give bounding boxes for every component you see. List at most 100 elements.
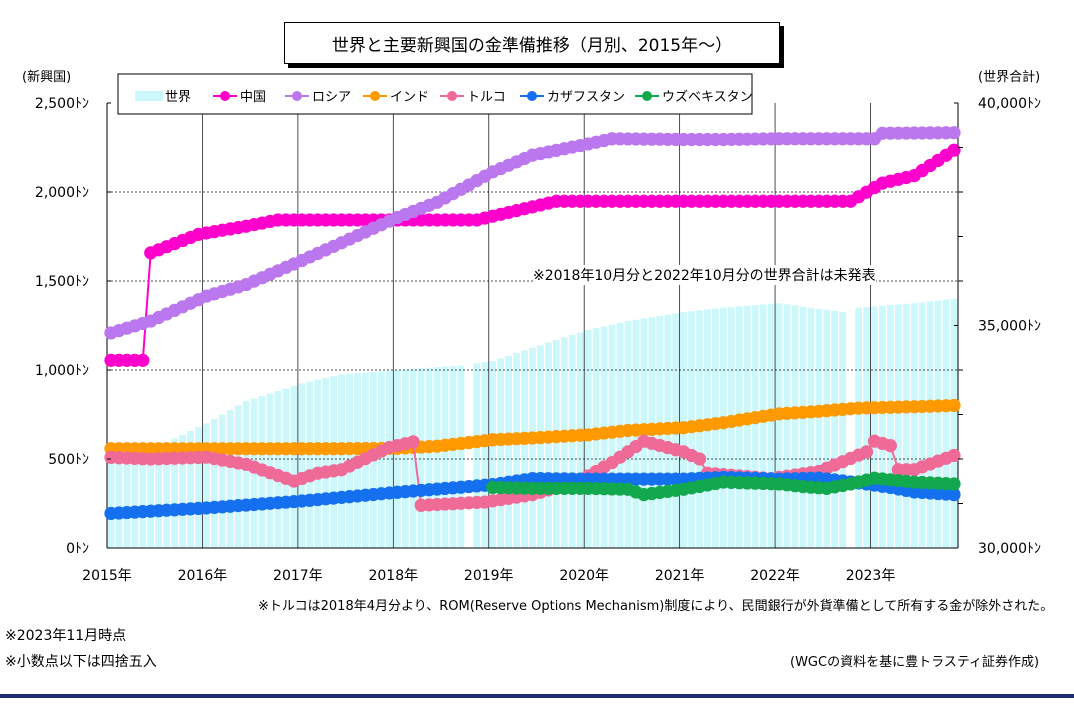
- world-bar: [171, 438, 178, 548]
- legend-box: [117, 73, 753, 115]
- right-tick-label: 40,000ﾄﾝ: [978, 96, 1041, 112]
- legend-swatch-dot: [642, 91, 652, 101]
- world-bar: [457, 365, 465, 548]
- world-bar: [887, 305, 894, 548]
- legend-label: カザフスタン: [547, 90, 625, 105]
- legend-label: トルコ: [467, 90, 506, 105]
- world-bar: [385, 370, 393, 548]
- world-bar: [823, 309, 831, 548]
- world-bar: [489, 361, 497, 548]
- world-bar: [425, 367, 433, 548]
- x-tick-label: 2022年: [750, 568, 800, 584]
- x-tick-label: 2017年: [273, 568, 323, 584]
- right-axis-label: (世界合計): [978, 70, 1041, 85]
- world-bar: [910, 303, 918, 548]
- missing-data-note: ※2018年10月分と2022年10月分の世界合計は未発表: [533, 265, 876, 285]
- world-bar: [759, 304, 767, 548]
- world-bar: [306, 381, 314, 548]
- source-note: (WGCの資料を基に豊トラスティ証券作成): [790, 655, 1040, 670]
- world-bar: [926, 301, 934, 548]
- left-tick-label: 0ﾄﾝ: [66, 541, 89, 557]
- world-bar: [831, 311, 839, 548]
- series-point: [947, 143, 961, 157]
- world-bar: [751, 305, 759, 548]
- world-bar: [521, 350, 528, 548]
- world-bar: [449, 366, 457, 548]
- world-bar: [155, 446, 163, 548]
- world-bar: [918, 302, 926, 548]
- world-bar: [839, 312, 847, 548]
- left-axis-label: (新興国): [22, 70, 72, 85]
- world-bar: [473, 363, 481, 548]
- series-point: [947, 126, 961, 140]
- series-point: [947, 398, 961, 413]
- world-bar: [942, 299, 950, 548]
- world-bar: [322, 378, 330, 548]
- world-bar: [218, 414, 226, 548]
- world-bar: [879, 305, 886, 548]
- series-point: [947, 448, 961, 463]
- world-bar: [855, 307, 862, 548]
- series-point: [136, 353, 150, 367]
- turkey-note: ※トルコは2018年4月分より、ROM(Reserve Options Mech…: [258, 599, 1054, 614]
- series-point: [947, 477, 961, 491]
- world-bar: [775, 303, 783, 548]
- legend-swatch-dot: [370, 91, 380, 101]
- axis-ticks: 0ﾄﾝ 500ﾄﾝ 1,000ﾄﾝ 1,500ﾄﾝ 2,000ﾄﾝ 2,500ﾄﾝ 30,0…: [35, 96, 1041, 584]
- left-tick-label: 1,000ﾄﾝ: [35, 363, 89, 379]
- x-tick-label: 2018年: [368, 568, 418, 584]
- right-tick-label: 30,000ﾄﾝ: [978, 541, 1041, 557]
- left-tick-label: 1,500ﾄﾝ: [35, 274, 89, 290]
- rounding-note: ※小数点以下は四捨五入: [5, 654, 157, 670]
- legend-swatch-world: [135, 91, 163, 101]
- world-bar: [863, 307, 870, 548]
- world-bar: [123, 458, 131, 548]
- world-bar: [950, 298, 958, 548]
- legend-swatch-dot: [220, 91, 230, 101]
- world-bar: [107, 463, 115, 548]
- world-bar: [767, 303, 775, 548]
- world-bar: [282, 388, 290, 548]
- world-bar: [513, 353, 520, 548]
- legend-swatch-dot: [527, 91, 537, 101]
- series-point: [883, 439, 897, 453]
- world-bar: [234, 405, 242, 548]
- world-bar: [552, 340, 560, 548]
- world-bar: [529, 347, 536, 548]
- world-bar: [163, 442, 171, 548]
- legend-label: ロシア: [312, 90, 351, 105]
- world-bar: [735, 306, 743, 548]
- world-bar: [799, 306, 807, 548]
- legend-label: インド: [390, 90, 429, 105]
- right-tick-label: 35,000ﾄﾝ: [978, 319, 1041, 335]
- world-bar: [497, 358, 505, 548]
- legend-label: 中国: [240, 90, 266, 105]
- world-bar: [330, 376, 338, 548]
- series-ウズベキスタン: [486, 471, 961, 502]
- world-bar: [179, 434, 186, 548]
- series-lines: [104, 126, 961, 521]
- series-ロシア: [104, 126, 961, 340]
- chart-title: 世界と主要新興国の金準備推移（月別、2015年～）: [284, 22, 780, 64]
- left-tick-label: 2,500ﾄﾝ: [35, 96, 89, 112]
- as-of-note: ※2023年11月時点: [5, 628, 127, 644]
- world-bar: [481, 362, 489, 548]
- world-bar: [115, 460, 123, 548]
- world-bar: [537, 345, 544, 548]
- legend-label: ウズベキスタン: [662, 89, 753, 105]
- world-bar: [433, 367, 441, 548]
- left-tick-label: 500ﾄﾝ: [48, 452, 89, 468]
- world-bar: [783, 304, 791, 548]
- series-point: [859, 445, 874, 459]
- legend: 世界 中国 ロシア インド トルコ カザフスタン ウズベキスタン: [117, 73, 753, 115]
- world-bar: [743, 305, 751, 548]
- world-bar: [902, 303, 910, 548]
- world-bar: [242, 401, 250, 548]
- world-bar: [401, 369, 409, 548]
- world-bar: [417, 368, 425, 548]
- x-tick-label: 2015年: [82, 568, 132, 584]
- world-bar: [139, 452, 147, 548]
- x-tick-label: 2019年: [464, 568, 514, 584]
- x-tick-label: 2016年: [178, 568, 228, 584]
- world-bar: [894, 304, 902, 548]
